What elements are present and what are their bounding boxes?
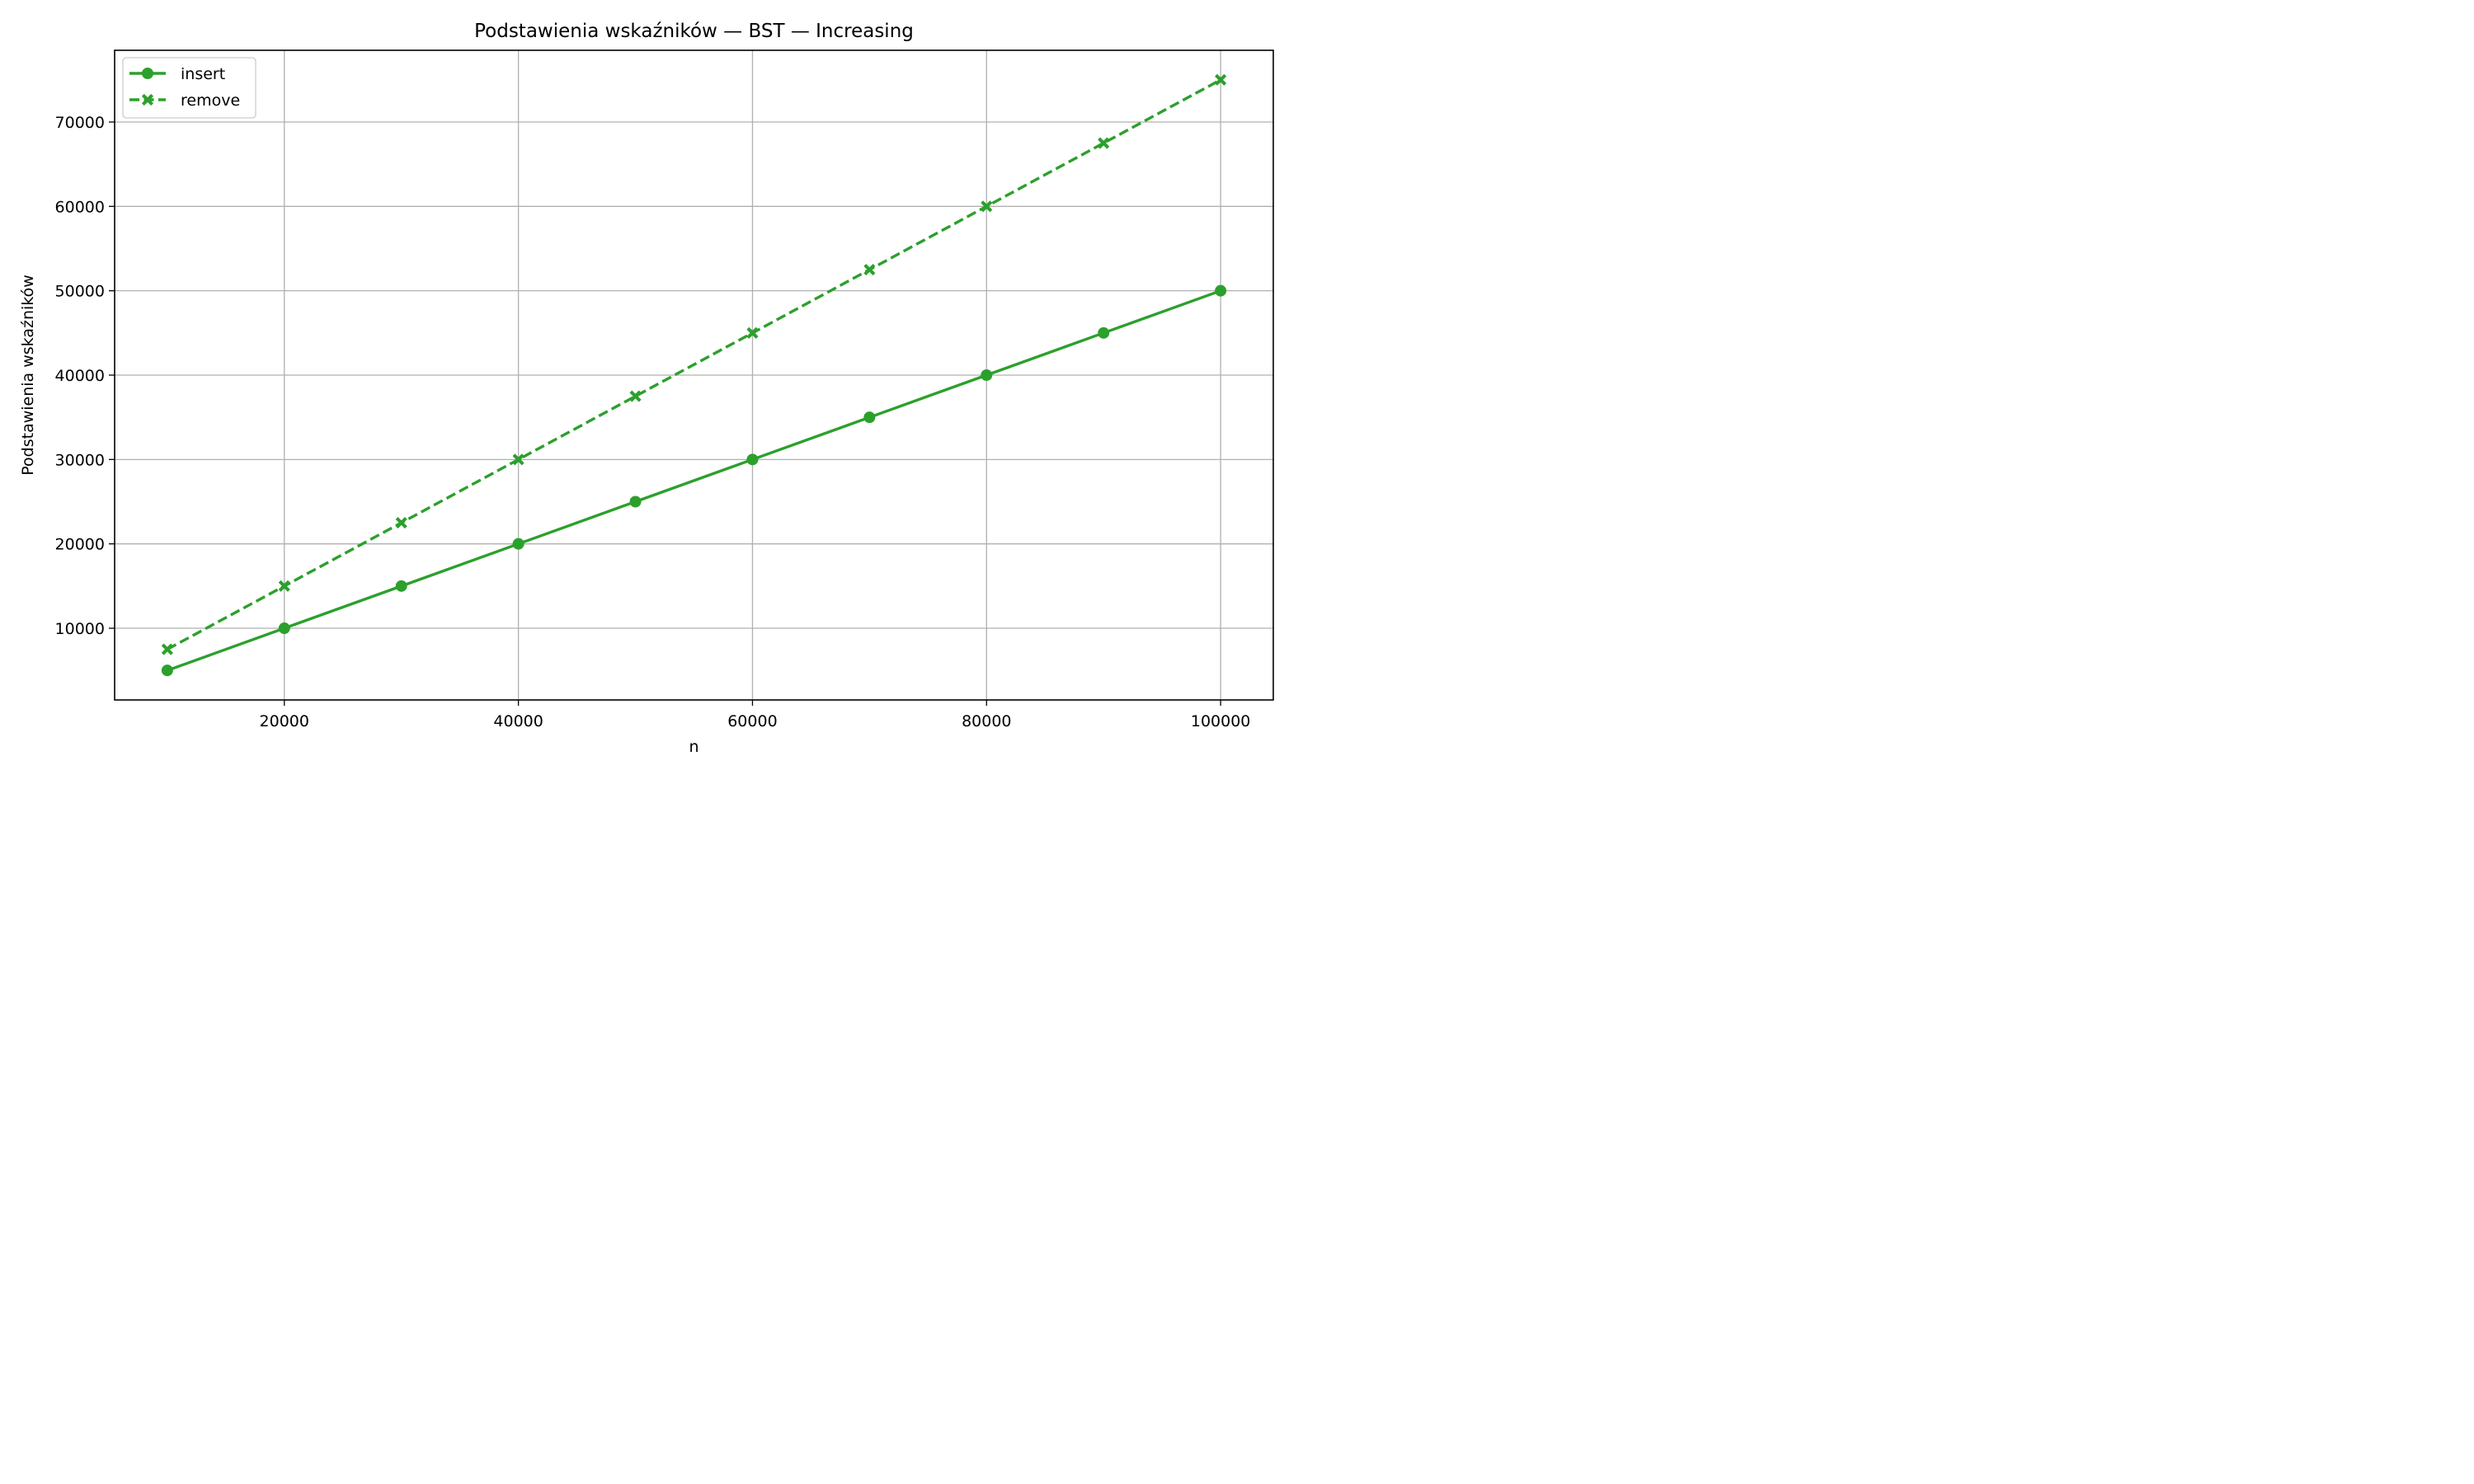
data-point (1098, 326, 1110, 339)
series-line-insert (167, 289, 1221, 672)
x-tick-label: 100000 (1191, 712, 1251, 730)
y-tick-label: 60000 (55, 198, 105, 216)
data-point (278, 622, 290, 635)
series-layer (161, 73, 1227, 677)
data-point (629, 390, 642, 402)
x-tick-label: 80000 (962, 712, 1011, 730)
data-point (395, 517, 407, 529)
data-point (863, 411, 876, 424)
line-chart: 20000 40000 60000 80000 100000 10000 20000 3000… (0, 0, 1292, 775)
axis-ticks: 20000 40000 60000 80000 100000 10000 20000 3000… (55, 114, 1251, 730)
data-point (395, 580, 407, 592)
x-tick-label: 60000 (727, 712, 777, 730)
x-axis-label: n (689, 738, 698, 756)
series-insert (161, 284, 1227, 677)
legend-entry-insert: insert (129, 65, 225, 83)
legend-label: remove (181, 92, 240, 110)
data-point (1098, 137, 1110, 149)
y-tick-label: 10000 (55, 620, 105, 638)
legend: insert remove (122, 57, 256, 119)
series-line-remove (167, 78, 1221, 651)
data-point (981, 200, 993, 213)
y-tick-label: 30000 (55, 451, 105, 469)
chart-background (0, 0, 1292, 775)
chart-title: Podstawienia wskaźników — BST — Increasi… (474, 21, 914, 42)
data-point (746, 326, 759, 339)
data-point (981, 369, 993, 381)
y-tick-label: 40000 (55, 367, 105, 385)
data-point (629, 495, 642, 508)
series-remove (161, 73, 1227, 655)
data-point (161, 665, 173, 677)
legend-label: insert (181, 65, 225, 83)
y-axis-label: Podstawienia wskaźników (19, 275, 37, 476)
chart-container: 20000 40000 60000 80000 100000 10000 20000 3000… (0, 0, 1292, 775)
data-point (746, 453, 759, 466)
data-point (512, 538, 524, 550)
y-tick-label: 20000 (55, 536, 105, 554)
data-point (1215, 284, 1227, 297)
x-tick-label: 40000 (493, 712, 543, 730)
data-point (161, 643, 173, 655)
data-point (278, 580, 290, 592)
legend-entry-remove: remove (129, 92, 240, 110)
data-point (1215, 73, 1227, 86)
data-point (142, 68, 153, 79)
grid-lines (115, 50, 1273, 700)
data-point (863, 264, 876, 276)
data-point (141, 93, 154, 106)
y-tick-label: 70000 (55, 114, 105, 132)
x-tick-label: 20000 (260, 712, 309, 730)
y-tick-label: 50000 (55, 283, 105, 301)
data-point (512, 453, 524, 466)
